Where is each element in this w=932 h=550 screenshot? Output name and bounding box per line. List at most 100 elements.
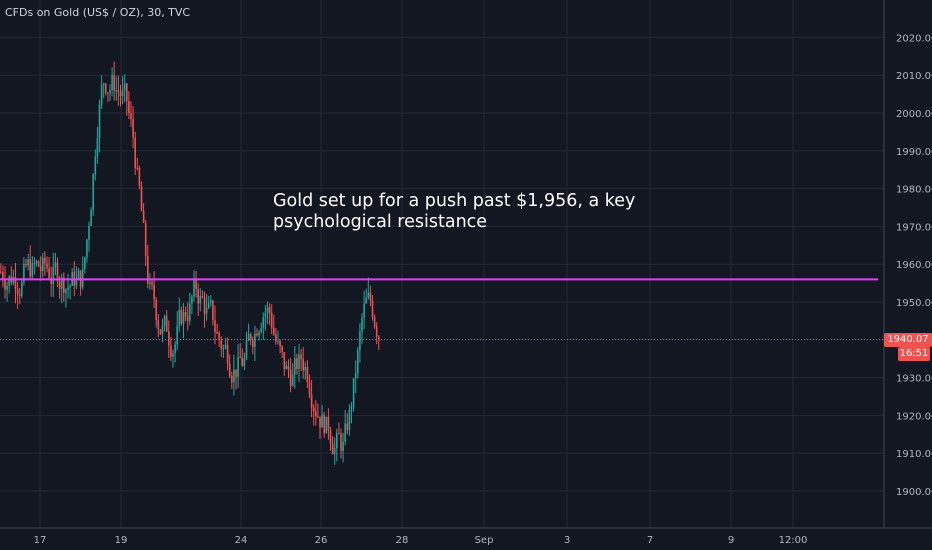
candle-body [306,366,309,383]
candle-body [331,443,334,455]
candle-body [174,344,176,354]
candle-body [33,263,36,265]
candle-body [203,297,206,314]
candle-body [312,407,315,412]
candle-body [113,75,115,91]
candle-body [361,317,363,332]
candle-body [63,277,65,293]
candle-body [37,261,40,267]
candles [0,61,380,465]
candle-body [348,409,351,430]
candle-body [109,89,111,93]
candle-body [67,287,69,290]
candle-body [136,167,139,169]
candle-body [172,353,174,357]
candle-body [144,222,147,256]
candle-body [239,357,241,359]
candle-body [363,303,365,318]
candle-body [123,83,126,90]
candle-body [142,210,145,223]
candle-body [50,278,52,284]
candle-body [102,83,105,85]
candle-body [275,334,277,342]
candle-body [344,423,346,442]
y-tick-label: 1990.00 [896,147,932,158]
candle-body [252,340,254,347]
x-tick-label: 3 [564,535,570,546]
candle-body [352,378,355,407]
candle-body [218,333,220,340]
countdown-badge: 16:51 [898,347,930,361]
candle-body [199,296,202,304]
candle-body [285,365,288,370]
candle-body [186,316,189,322]
candle-body [193,279,195,297]
candle-body [197,288,199,304]
last-price-badge: 1940.07 [884,333,932,347]
y-tick-label: 1980.00 [896,185,932,196]
candle-body [138,167,141,187]
candle-body [178,309,181,326]
candle-body [264,312,267,318]
candle-body [289,369,292,386]
x-tick-label: 9 [728,535,734,546]
candle-body [369,292,372,301]
annotation-text[interactable]: Gold set up for a push past $1,956, a ke… [273,191,635,233]
y-tick-label: 2020.00 [896,33,932,44]
candle-body [107,92,109,94]
candle-body [287,365,290,370]
candle-body [189,303,191,322]
candle-body [281,346,283,353]
candle-body [14,277,17,289]
candle-body [151,282,153,285]
candle-body [92,174,94,210]
candle-body [44,257,46,264]
candle-body [235,369,237,377]
candle-body [46,263,48,269]
candle-body [279,341,281,347]
y-tick-label: 1960.00 [896,260,932,271]
candle-body [283,352,286,370]
candle-body [2,272,4,280]
candle-body [21,282,23,296]
candle-body [367,292,370,298]
candle-body [350,406,353,410]
candle-body [39,266,42,272]
candle-body [42,257,44,272]
candle-body [115,90,118,92]
y-tick-label: 2000.00 [896,109,932,120]
x-tick-label: 17 [34,535,47,546]
candle-body [245,340,248,359]
candle-body [212,300,214,321]
candle-body [60,277,63,289]
candle-body [147,255,149,284]
candle-body [354,373,357,379]
candle-body [105,83,107,93]
candle-body [98,104,101,139]
symbol-title[interactable]: CFDs on Gold (US$ / OZ), 30, TVC [5,6,191,19]
candle-body [0,271,2,273]
candle-body [205,307,208,314]
candle-body [304,366,307,371]
candle-body [56,262,59,282]
candle-body [128,101,130,114]
annotation-line-2: psychological resistance [273,212,488,232]
candle-body [214,320,216,332]
candle-body [182,312,185,324]
candle-body [81,269,84,288]
candle-body [176,325,178,345]
candle-body [132,119,134,138]
candle-body [155,299,157,321]
candle-body [310,394,313,408]
candle-body [149,282,151,284]
candle-body [58,281,61,289]
candle-body [277,341,279,343]
candle-body [319,416,321,428]
y-tick-label: 1970.00 [896,222,932,233]
candle-body [327,416,330,431]
candle-body [27,259,29,266]
candle-body [184,312,187,317]
candle-body [321,414,323,428]
y-tick-label: 1900.00 [896,487,932,498]
candle-body [237,357,239,377]
